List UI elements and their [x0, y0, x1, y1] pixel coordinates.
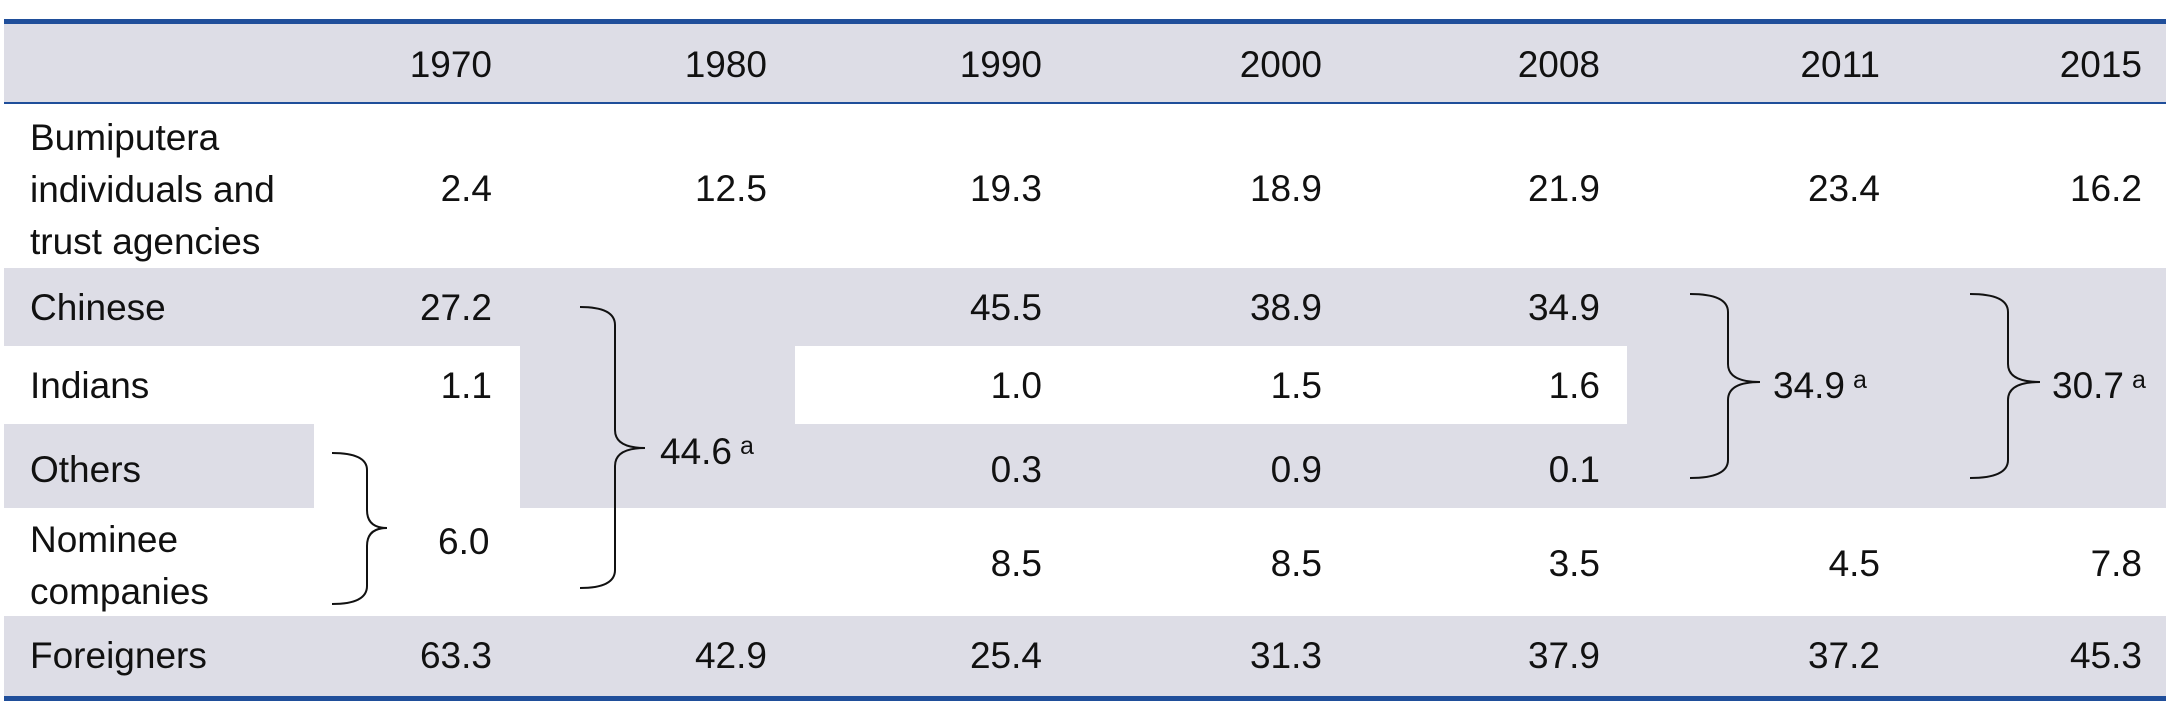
others-2000: 0.9: [1270, 449, 1322, 490]
others-left-band: [4, 424, 314, 508]
bumiputera-2011: 23.4: [1807, 168, 1880, 209]
row-label-bumiputera: Bumiputera individuals and trust agencie…: [30, 117, 275, 262]
row-label-chinese: Chinese: [30, 287, 166, 328]
header-band: [4, 24, 2166, 102]
indians-2011-band: [1627, 346, 2166, 424]
chinese-2008: 34.9: [1527, 287, 1600, 328]
year-1990-header: 1990: [959, 44, 1042, 85]
year-1980-header: 1980: [684, 44, 767, 85]
foreigners-2011: 37.2: [1807, 635, 1880, 676]
merged-value-2015: 30.7 a: [2052, 365, 2146, 406]
row-label-nominee: Nominee companies: [30, 519, 209, 612]
footnote-mark: a: [740, 432, 754, 460]
chinese-1990: 45.5: [969, 287, 1042, 328]
indians-1980-band: [520, 346, 795, 424]
merged-value-1970: 6.0: [438, 521, 490, 562]
others-2008: 0.1: [1548, 449, 1600, 490]
chinese-1970: 27.2: [419, 287, 492, 328]
year-2000-header: 2000: [1239, 44, 1322, 85]
foreigners-band: [4, 616, 2166, 696]
bracket-2011-group: [1689, 293, 1761, 479]
bumiputera-2008: 21.9: [1527, 168, 1600, 209]
chinese-2000: 38.9: [1249, 287, 1322, 328]
bumiputera-1980: 12.5: [694, 168, 767, 209]
others-right-band: [795, 424, 2166, 508]
row-label-others: Others: [30, 449, 142, 490]
bracket-2015-group: [1969, 293, 2041, 479]
foreigners-2000: 31.3: [1249, 635, 1322, 676]
merged-value-1980: 44.6 a: [660, 431, 754, 472]
row-label-indians: Indians: [30, 365, 150, 406]
header-rule: [4, 102, 2166, 104]
indians-1970: 1.1: [440, 365, 492, 406]
bracket-1970-others-nominee: [331, 452, 388, 605]
bumiputera-2015: 16.2: [2069, 168, 2142, 209]
year-2008-header: 2008: [1517, 44, 1600, 85]
indians-1990: 1.0: [990, 365, 1042, 406]
bottom-rule: [4, 696, 2166, 701]
footnote-mark: a: [2132, 366, 2146, 394]
foreigners-1980: 42.9: [694, 635, 767, 676]
bumiputera-1970: 2.4: [440, 168, 492, 209]
footnote-mark: a: [1853, 366, 1867, 394]
foreigners-1970: 63.3: [419, 635, 492, 676]
foreigners-1990: 25.4: [969, 635, 1042, 676]
bracket-1980-group: [579, 306, 646, 589]
year-2011-header: 2011: [1800, 44, 1880, 85]
top-rule: [4, 19, 2166, 24]
indians-2000: 1.5: [1270, 365, 1322, 406]
bumiputera-2000: 18.9: [1249, 168, 1322, 209]
others-1990: 0.3: [990, 449, 1042, 490]
chinese-band: [4, 268, 2166, 346]
nominee-2015: 7.8: [2090, 543, 2142, 584]
nominee-1990: 8.5: [990, 543, 1042, 584]
merged-value-2011: 34.9 a: [1773, 365, 1867, 406]
year-1970-header: 1970: [409, 44, 492, 85]
nominee-2008: 3.5: [1548, 543, 1600, 584]
year-2015-header: 2015: [2059, 44, 2142, 85]
nominee-2000: 8.5: [1270, 543, 1322, 584]
nominee-2011: 4.5: [1828, 543, 1880, 584]
indians-2008: 1.6: [1548, 365, 1600, 406]
row-label-foreigners: Foreigners: [30, 635, 207, 676]
others-1980-band: [520, 424, 795, 508]
bumiputera-1990: 19.3: [969, 168, 1042, 209]
foreigners-2008: 37.9: [1527, 635, 1600, 676]
foreigners-2015: 45.3: [2069, 635, 2142, 676]
